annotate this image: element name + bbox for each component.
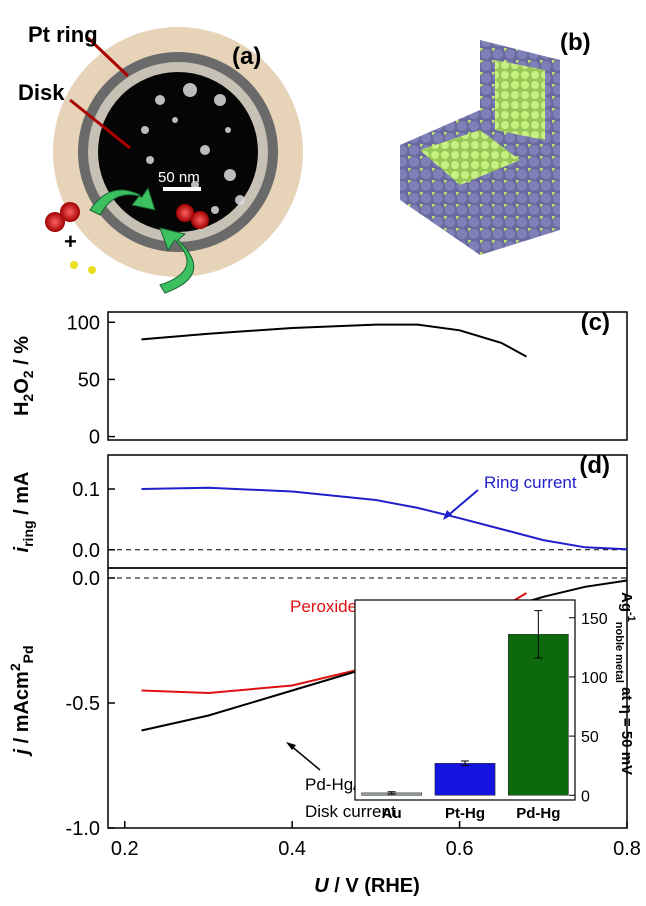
plus: +	[64, 229, 77, 254]
facet	[420, 130, 520, 185]
annotation: Disk current	[305, 802, 396, 821]
y-tick-label: 50	[581, 729, 599, 746]
panel-b: (b)	[400, 29, 591, 255]
inset-y-label: Ag-1noble metal at η = 50 mV	[613, 592, 637, 775]
h	[70, 261, 78, 269]
o2	[45, 212, 65, 232]
y-tick-label: 0.0	[72, 568, 100, 590]
data-line	[141, 486, 628, 551]
error-bar	[387, 791, 396, 795]
bar	[434, 763, 496, 796]
panel-a: Pt ring Disk 50 nm + (a)	[18, 22, 303, 294]
y-tick-label: 100	[581, 670, 608, 687]
plot-frame	[107, 311, 628, 441]
panel-label: (c)	[581, 309, 610, 336]
data-line	[141, 323, 527, 358]
plot-frame	[107, 454, 628, 569]
particles	[141, 83, 245, 214]
annotation: Ring current	[484, 473, 577, 492]
annotation-arrow	[444, 489, 479, 519]
category-label: Pt-Hg	[445, 805, 485, 822]
y-tick-label: -0.5	[66, 693, 100, 715]
panel-label: (d)	[579, 452, 610, 479]
o2	[191, 211, 209, 229]
arrow	[69, 98, 131, 150]
y-tick-label: 100	[67, 312, 100, 334]
panel-label: (b)	[560, 29, 591, 56]
panel-label: (a)	[232, 43, 261, 70]
y-tick-label: 0	[89, 427, 100, 449]
y-tick-label: 150	[581, 611, 608, 628]
scale-label: 50 nm	[158, 169, 200, 186]
y-tick-label: -1.0	[66, 818, 100, 840]
plot-frame	[107, 567, 628, 829]
error-bar	[461, 760, 469, 767]
h	[88, 266, 96, 274]
arrow-head	[286, 742, 296, 750]
y-tick-label: 0.0	[72, 540, 100, 562]
x-axis-label: U / V (RHE)	[314, 875, 420, 897]
ring-label: Pt ring	[28, 22, 98, 47]
x-tick-label: 0.4	[278, 838, 306, 860]
x-tick-label: 0.2	[111, 838, 139, 860]
o2	[60, 202, 80, 222]
annotation-arrow	[289, 744, 321, 771]
y-tick-label: 0	[581, 788, 590, 805]
y-tick-label: 50	[78, 369, 100, 391]
y-axis-label: H2O2 / %	[11, 336, 36, 416]
arrow	[86, 36, 130, 78]
annotation: Pd-Hg/C	[305, 775, 370, 794]
x-tick-label: 0.8	[613, 838, 641, 860]
y-axis-label: j / mAcm2Pd	[7, 645, 36, 757]
category-label: Pd-Hg	[516, 805, 560, 822]
x-tick-label: 0.6	[446, 838, 474, 860]
scale-bar	[163, 187, 201, 191]
y-axis-label: iring / mA	[11, 472, 36, 553]
y-tick-label: 0.1	[72, 479, 100, 501]
error-bar	[534, 610, 543, 659]
disk-label: Disk	[18, 80, 65, 105]
facet	[495, 60, 545, 140]
bar	[507, 634, 569, 796]
category-label: Au	[382, 805, 402, 822]
flow-arrow	[89, 186, 156, 216]
flow-arrow	[159, 227, 195, 294]
disk	[98, 72, 258, 232]
o2	[176, 204, 194, 222]
